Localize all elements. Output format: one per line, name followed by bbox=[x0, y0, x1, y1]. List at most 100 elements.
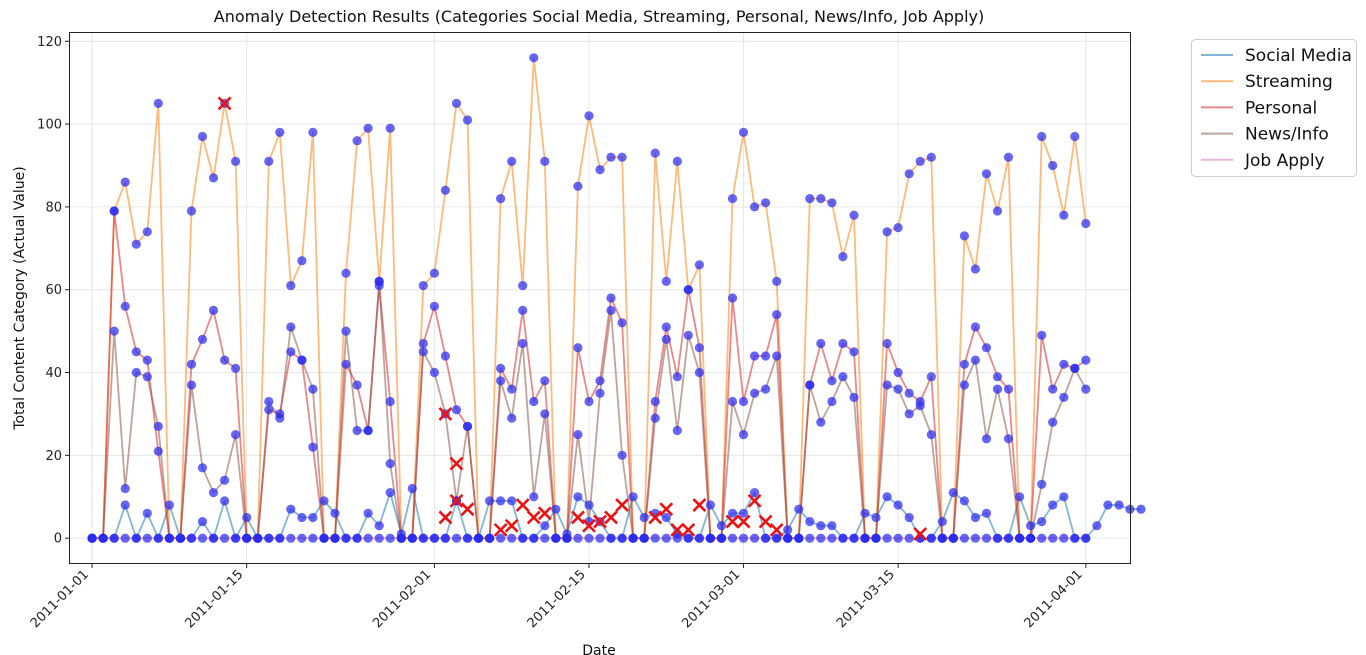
data-point bbox=[385, 123, 395, 133]
data-point bbox=[220, 475, 230, 485]
data-point bbox=[628, 492, 638, 502]
data-point bbox=[518, 533, 528, 543]
data-point bbox=[1136, 504, 1146, 514]
data-point bbox=[981, 169, 992, 179]
data-point bbox=[882, 380, 892, 390]
anomaly-x-stroke bbox=[659, 502, 674, 517]
data-point bbox=[959, 533, 970, 543]
data-point bbox=[606, 305, 616, 315]
anomaly-x-stroke bbox=[460, 502, 475, 517]
data-point bbox=[893, 223, 903, 233]
data-point bbox=[584, 533, 594, 543]
anomaly-marker bbox=[593, 514, 607, 529]
data-point bbox=[109, 326, 119, 336]
anomaly-x-stroke bbox=[736, 514, 751, 529]
data-point bbox=[716, 521, 727, 531]
data-point bbox=[418, 338, 428, 349]
data-point bbox=[109, 533, 119, 543]
data-point bbox=[1015, 492, 1025, 502]
anomaly-marker bbox=[582, 518, 596, 533]
data-point bbox=[904, 512, 914, 523]
data-point bbox=[153, 533, 163, 543]
data-point bbox=[672, 372, 682, 382]
data-point bbox=[606, 152, 616, 162]
data-point bbox=[319, 496, 329, 506]
data-point bbox=[1003, 533, 1014, 543]
y-axis-label: Total Content Category (Actual Value) bbox=[12, 166, 28, 430]
data-point bbox=[319, 533, 329, 543]
data-point bbox=[485, 533, 495, 543]
data-point bbox=[131, 347, 141, 357]
data-point bbox=[727, 194, 738, 204]
legend: Social Media Streaming Personal News/Info Jo… bbox=[1191, 39, 1357, 177]
data-point bbox=[385, 459, 395, 469]
data-point bbox=[672, 425, 682, 436]
data-point bbox=[197, 131, 208, 142]
data-point bbox=[363, 425, 373, 436]
data-point bbox=[451, 405, 462, 415]
data-point bbox=[297, 355, 307, 365]
anomaly-marker bbox=[526, 510, 541, 525]
legend-label: Personal bbox=[1245, 98, 1317, 118]
data-point bbox=[849, 533, 859, 543]
data-point bbox=[794, 504, 804, 514]
anomaly-layer bbox=[217, 96, 928, 541]
data-point bbox=[1037, 131, 1047, 142]
data-point bbox=[970, 512, 981, 523]
anomaly-marker bbox=[681, 522, 696, 537]
data-point bbox=[650, 396, 660, 407]
anomaly-marker bbox=[493, 522, 508, 537]
data-point bbox=[871, 512, 881, 523]
anomaly-x-stroke bbox=[725, 514, 740, 529]
data-point bbox=[1048, 500, 1058, 510]
data-point bbox=[451, 98, 462, 108]
anomaly-x-stroke bbox=[217, 96, 232, 111]
anomaly-marker bbox=[725, 514, 740, 529]
data-point bbox=[473, 533, 484, 543]
y-tick-label: 100 bbox=[37, 118, 62, 133]
anomaly-x-stroke bbox=[515, 498, 530, 512]
grid-layer bbox=[70, 33, 1130, 563]
data-point bbox=[661, 322, 671, 332]
data-point bbox=[860, 508, 870, 518]
data-point bbox=[738, 127, 749, 137]
data-point bbox=[186, 359, 197, 369]
data-point bbox=[1059, 359, 1069, 369]
data-point bbox=[507, 496, 517, 506]
data-point bbox=[507, 413, 517, 423]
data-point bbox=[816, 194, 826, 204]
data-point bbox=[551, 533, 561, 543]
data-point bbox=[827, 376, 837, 386]
anomaly-marker bbox=[217, 96, 232, 111]
data-point bbox=[308, 533, 318, 543]
data-point bbox=[772, 351, 782, 361]
data-point bbox=[750, 533, 760, 543]
data-point bbox=[429, 367, 439, 378]
data-point bbox=[142, 355, 152, 365]
data-point bbox=[418, 347, 428, 357]
data-point bbox=[540, 156, 550, 166]
data-point bbox=[120, 301, 130, 311]
data-point bbox=[308, 384, 318, 394]
data-point bbox=[1059, 533, 1069, 543]
data-point bbox=[617, 533, 627, 543]
anomaly-marker bbox=[769, 522, 784, 537]
data-point bbox=[131, 367, 141, 378]
data-point bbox=[915, 401, 925, 411]
data-point bbox=[750, 202, 760, 212]
data-point bbox=[374, 276, 384, 286]
data-point bbox=[595, 388, 605, 398]
data-point bbox=[352, 136, 362, 146]
anomaly-x-stroke bbox=[692, 498, 707, 512]
data-point bbox=[584, 396, 594, 407]
data-point bbox=[683, 330, 693, 340]
data-point bbox=[705, 500, 716, 510]
anomaly-marker bbox=[438, 510, 453, 525]
anomaly-marker bbox=[537, 506, 552, 521]
data-point bbox=[352, 380, 362, 390]
data-point bbox=[727, 293, 738, 303]
data-point bbox=[661, 533, 671, 543]
data-point bbox=[761, 198, 771, 208]
data-point bbox=[496, 533, 506, 543]
data-point bbox=[496, 363, 506, 373]
